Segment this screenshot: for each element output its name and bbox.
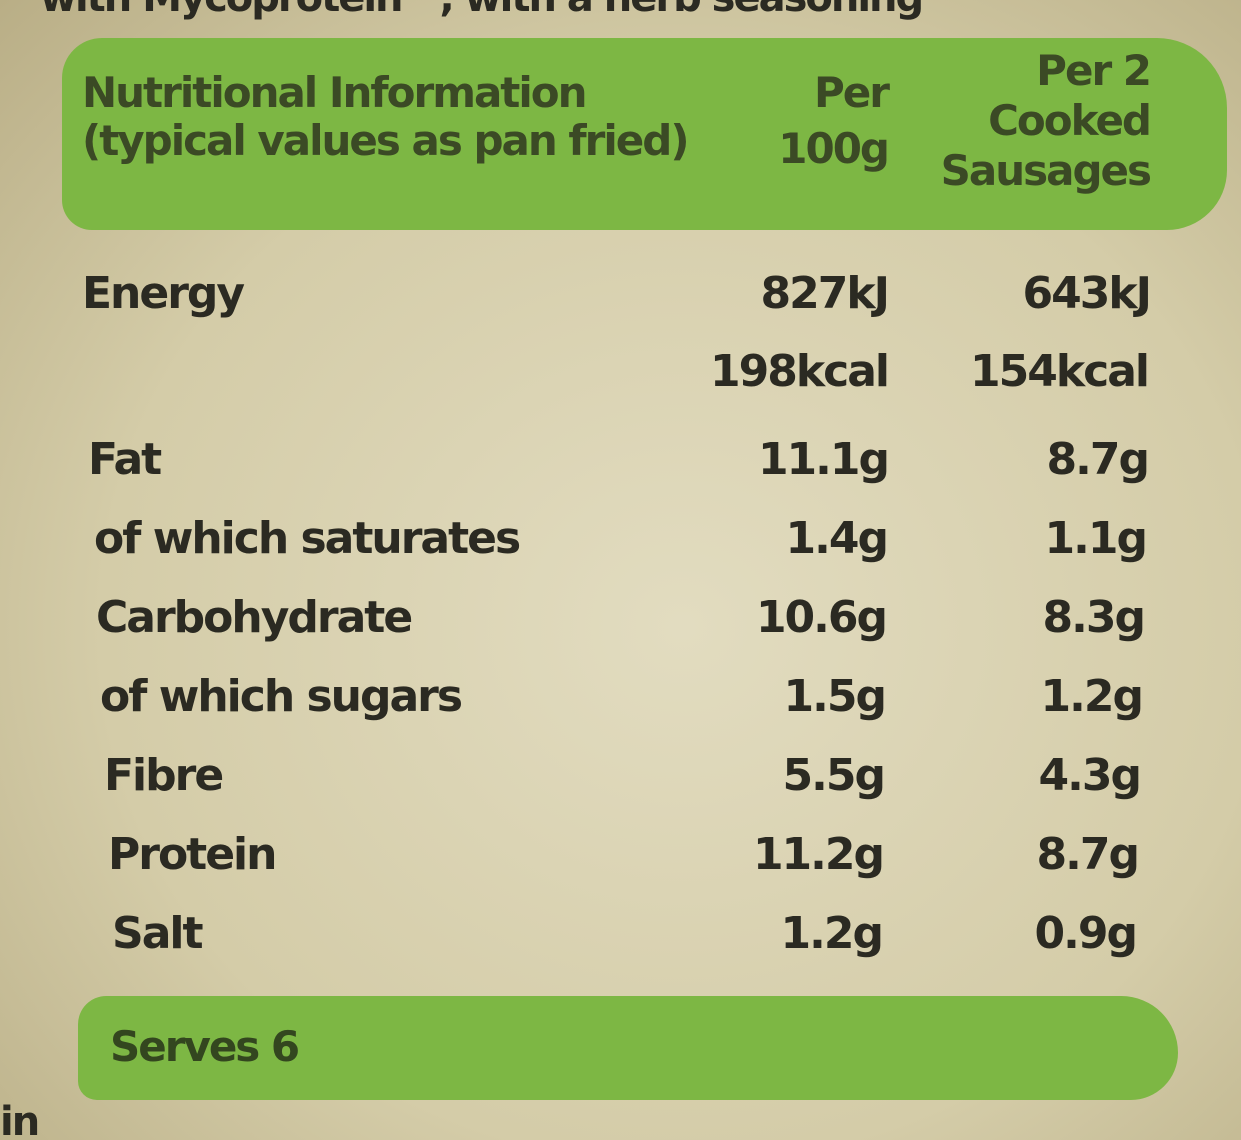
cell: 154kcal — [970, 346, 1150, 397]
row-label: of which saturates — [94, 513, 521, 564]
cell: 10.6g — [755, 592, 888, 643]
cell: 11.1g — [757, 434, 890, 485]
header-title: (typical values as pan fried) — [82, 116, 690, 165]
column-header: Cooked — [988, 96, 1152, 145]
cell: 5.5g — [782, 750, 886, 801]
cell: 0.9g — [1034, 908, 1138, 959]
footer-band — [78, 996, 1178, 1100]
column-header: Per — [814, 68, 890, 117]
bottom-fragment: in — [0, 1099, 40, 1140]
cell: 827kJ — [760, 268, 890, 319]
cell: 11.2g — [752, 829, 885, 880]
top-fragment: with Mycoprotein™, with a herb seasoning — [40, 0, 924, 18]
cell: 8.7g — [1036, 829, 1140, 880]
cell: 8.3g — [1042, 592, 1146, 643]
column-header: 100g — [778, 124, 890, 173]
row-label: Salt — [112, 908, 203, 959]
cell: 1.4g — [785, 513, 889, 564]
row-label: of which sugars — [100, 671, 463, 722]
column-header: Per 2 — [1036, 46, 1152, 95]
row-label: Protein — [108, 829, 277, 880]
cell: 1.1g — [1044, 513, 1148, 564]
cell: 1.2g — [1040, 671, 1144, 722]
cell: 1.2g — [780, 908, 884, 959]
header-title: Nutritional Information — [82, 68, 588, 117]
row-label: Energy — [82, 268, 245, 319]
column-header: Sausages — [940, 146, 1152, 195]
header-band — [62, 38, 1227, 230]
cell: 1.5g — [783, 671, 887, 722]
cell: 8.7g — [1046, 434, 1150, 485]
row-label: Fat — [88, 434, 162, 485]
serves: Serves 6 — [110, 1022, 300, 1071]
cell: 4.3g — [1038, 750, 1142, 801]
row-label: Carbohydrate — [96, 592, 413, 643]
cell: 643kJ — [1022, 268, 1152, 319]
row-label: Fibre — [104, 750, 224, 801]
cell: 198kcal — [710, 346, 890, 397]
